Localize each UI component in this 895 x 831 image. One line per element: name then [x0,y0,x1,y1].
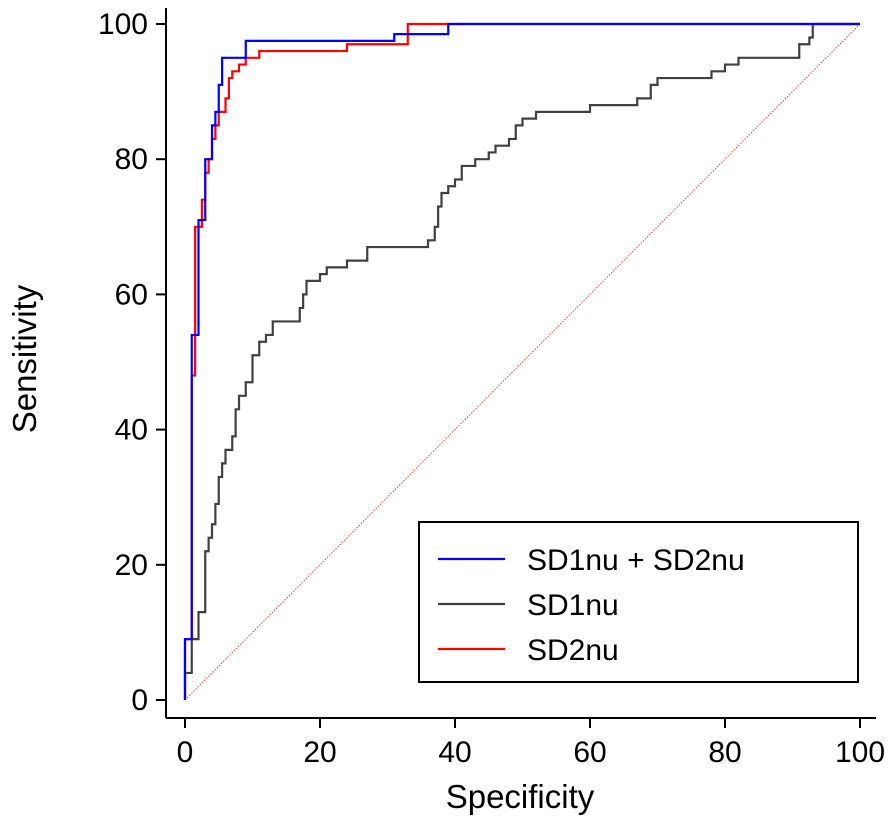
y-tick-label: 80 [115,143,148,176]
y-tick-label: 100 [98,8,148,41]
x-tick-label: 0 [177,736,194,769]
x-tick-label: 100 [835,736,885,769]
x-tick-label: 40 [438,736,471,769]
y-tick-label: 0 [131,684,148,717]
series-line-sd1nu-sd2nu [183,22,860,700]
legend: SD1nu + SD2nu SD1nu SD2nu [418,521,859,683]
series-line-sd1nu [183,22,860,700]
legend-label-sd1nu-sd2nu: SD1nu + SD2nu [527,544,745,577]
x-axis-label: Specificity [446,778,595,815]
legend-label-sd2nu: SD2nu [527,634,619,667]
y-axis-label: Sensitivity [6,284,43,433]
reference-diagonal-layer [184,23,861,701]
series-layer [183,22,860,700]
legend-label-sd1nu: SD1nu [527,589,619,622]
x-tick-label: 60 [573,736,606,769]
y-tick-label: 20 [115,549,148,582]
x-tick-label: 20 [303,736,336,769]
reference-diagonal-line [184,23,861,701]
x-tick-label: 80 [708,736,741,769]
legend-box [418,521,859,683]
ticks-layer: 0 20 40 60 80 100 0 20 40 60 80 100 [98,8,885,769]
axes-layer [165,8,876,719]
y-tick-label: 60 [115,278,148,311]
y-tick-label: 40 [115,414,148,447]
